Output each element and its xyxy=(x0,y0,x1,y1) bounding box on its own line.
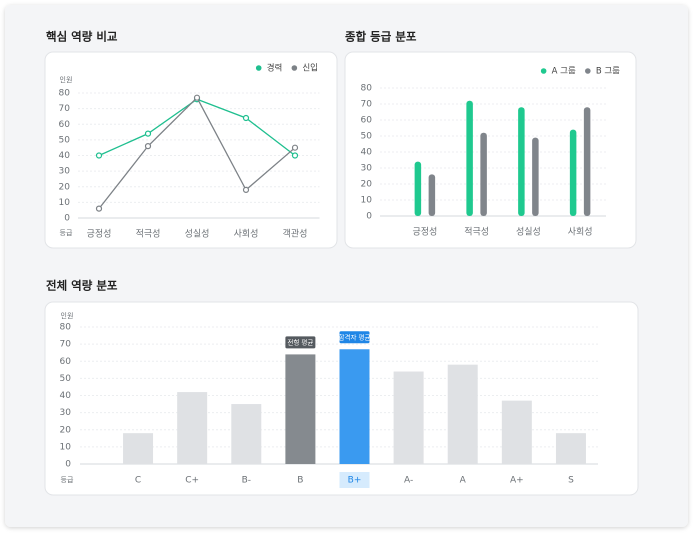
point xyxy=(144,143,152,150)
y-tick-label: 0 xyxy=(65,460,71,470)
bar xyxy=(123,433,154,464)
panel xyxy=(344,51,637,249)
x-tick-label: 성실성 xyxy=(185,229,210,240)
x-tick-label: A- xyxy=(404,476,413,486)
x-tick-label: 사회성 xyxy=(234,229,259,240)
y-tick-label: 60 xyxy=(361,116,373,126)
x-tick-label: C+ xyxy=(185,476,199,486)
y-axis-label: 인원 xyxy=(61,311,74,320)
legend-label: A 그룹 xyxy=(552,67,576,77)
y-tick-label: 40 xyxy=(361,148,373,158)
section-title: 전체 역량 분포 xyxy=(46,279,118,293)
x-axis-label: 등급 xyxy=(60,229,73,237)
y-tick-label: 40 xyxy=(60,391,72,401)
y-tick-label: 70 xyxy=(59,104,71,114)
bar xyxy=(466,100,473,216)
x-tick-label: 긍정성 xyxy=(412,227,437,238)
legend-label: 신입 xyxy=(302,64,318,74)
bar xyxy=(501,400,532,464)
bar xyxy=(428,174,436,216)
x-axis-label: 등급 xyxy=(61,476,74,484)
y-axis-label: 인원 xyxy=(60,75,73,84)
legend-marker xyxy=(540,68,547,74)
point xyxy=(144,130,152,137)
y-tick-label: 60 xyxy=(60,357,72,367)
y-tick-label: 30 xyxy=(361,164,373,174)
x-tick-label: A+ xyxy=(510,476,524,486)
bar xyxy=(583,107,591,216)
x-tick-label: A xyxy=(460,476,467,486)
bar xyxy=(177,392,208,464)
y-tick-label: 50 xyxy=(59,135,71,145)
legend-marker xyxy=(255,65,262,71)
legend-label: 경력 xyxy=(267,63,283,74)
annotation: 전형 평균 xyxy=(287,337,313,346)
bar xyxy=(518,107,525,216)
y-tick-label: 60 xyxy=(59,120,71,130)
x-tick-label: 객관성 xyxy=(283,229,308,240)
bar xyxy=(480,132,487,216)
annotation-bg xyxy=(285,336,316,349)
y-tick-label: 10 xyxy=(60,442,72,452)
legend-marker xyxy=(291,65,298,71)
y-tick-label: 50 xyxy=(361,132,373,142)
x-tick-label: B- xyxy=(242,476,251,486)
section-title: 핵심 역량 비교 xyxy=(46,30,118,44)
point xyxy=(193,94,201,101)
y-tick-label: 80 xyxy=(60,323,72,333)
bar xyxy=(555,433,586,464)
y-tick-label: 50 xyxy=(60,374,72,384)
y-tick-label: 70 xyxy=(361,100,373,110)
bar xyxy=(414,161,422,216)
highlight-label-bg xyxy=(339,472,370,488)
x-tick-label: 적극성 xyxy=(464,226,489,238)
y-tick-label: 10 xyxy=(59,198,71,208)
point xyxy=(95,205,103,212)
x-tick-label: 적극성 xyxy=(136,228,161,240)
panel xyxy=(44,51,338,249)
point xyxy=(95,152,103,159)
x-tick-label: 성실성 xyxy=(516,227,541,238)
point xyxy=(291,152,299,159)
bar xyxy=(393,371,424,464)
y-tick-label: 20 xyxy=(361,180,373,190)
bar xyxy=(447,364,478,464)
bar xyxy=(569,129,577,216)
y-tick-label: 20 xyxy=(60,425,72,435)
y-tick-label: 80 xyxy=(361,84,373,94)
y-tick-label: 0 xyxy=(366,212,372,222)
point xyxy=(242,186,250,193)
y-tick-label: 40 xyxy=(59,151,71,161)
legend-marker xyxy=(585,68,591,74)
y-tick-label: 30 xyxy=(59,167,71,177)
section-title: 종합 등급 분포 xyxy=(345,30,417,44)
x-tick-label: 사회성 xyxy=(568,227,593,238)
bar xyxy=(231,404,262,464)
point xyxy=(291,144,299,151)
x-tick-label: 긍정성 xyxy=(87,229,112,240)
y-tick-label: 0 xyxy=(64,214,70,224)
legend-label: B 그룹 xyxy=(596,67,620,77)
x-tick-label: B xyxy=(297,476,303,486)
annotation: 합격자 평균 xyxy=(339,332,371,341)
annotation-bg xyxy=(339,331,370,344)
y-tick-label: 10 xyxy=(361,196,373,206)
x-tick-label: B+ xyxy=(348,476,362,486)
x-tick-label: S xyxy=(568,476,574,486)
y-tick-label: 20 xyxy=(59,182,71,192)
bar xyxy=(532,137,539,216)
y-tick-label: 30 xyxy=(60,408,72,418)
point xyxy=(242,114,250,122)
y-tick-label: 70 xyxy=(60,340,72,350)
x-tick-label: C xyxy=(135,476,141,486)
bar xyxy=(339,349,370,464)
bar xyxy=(285,354,316,464)
y-tick-label: 80 xyxy=(59,89,71,99)
